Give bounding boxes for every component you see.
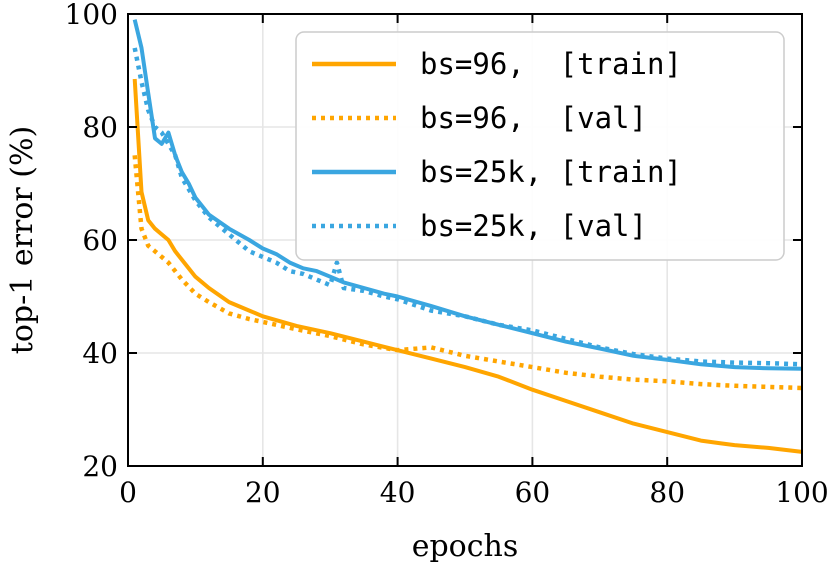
y-tick-label: 100 (65, 0, 118, 31)
legend-label-3: bs=25k, [val] (420, 209, 647, 243)
series-line-1 (132, 155, 803, 391)
series-lines (132, 19, 803, 454)
x-tick-label: 40 (380, 476, 416, 509)
x-tick-label: 80 (649, 476, 685, 509)
x-tick-label: 20 (245, 476, 281, 509)
y-axis-title: top-1 error (%) (5, 126, 40, 354)
y-tick-label: 60 (82, 224, 118, 257)
x-tick-label: 0 (119, 476, 137, 509)
legend-label-1: bs=96, [val] (420, 101, 647, 135)
series-line-0 (132, 78, 803, 454)
x-tick-label: 100 (775, 476, 828, 509)
x-tick-label: 60 (515, 476, 551, 509)
legend: bs=96, [train] bs=96, [val] bs=25k, [train… (295, 31, 785, 261)
x-axis-title: epochs (412, 529, 519, 564)
series-line-3 (132, 47, 803, 367)
y-tick-label: 80 (82, 111, 118, 144)
legend-label-0: bs=96, [train] (420, 47, 682, 81)
legend-label-2: bs=25k, [train] (420, 155, 682, 189)
axis-ticks (127, 13, 803, 467)
y-tick-label: 20 (82, 450, 118, 483)
y-tick-label: 40 (82, 337, 118, 370)
legend-frame (295, 31, 785, 261)
